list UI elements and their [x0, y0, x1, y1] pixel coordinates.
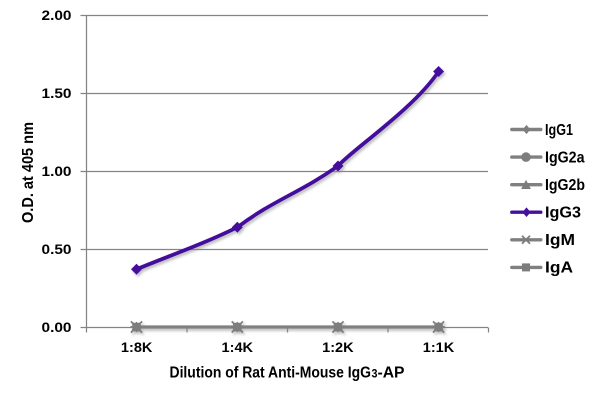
- svg-text:IgG1: IgG1: [545, 122, 573, 139]
- svg-text:IgA: IgA: [545, 260, 573, 277]
- svg-text:3: 3: [372, 367, 378, 381]
- svg-text:1:1K: 1:1K: [423, 339, 455, 355]
- svg-text:1:8K: 1:8K: [121, 339, 153, 355]
- svg-text:IgG3: IgG3: [545, 205, 581, 222]
- svg-text:2.00: 2.00: [42, 7, 72, 23]
- svg-text:-AP: -AP: [378, 365, 405, 382]
- svg-text:IgG2a: IgG2a: [545, 149, 585, 166]
- svg-text:1.00: 1.00: [42, 163, 72, 179]
- svg-text:IgM: IgM: [545, 232, 575, 249]
- svg-text:Dilution of Rat Anti-Mouse IgG: Dilution of Rat Anti-Mouse IgG: [170, 365, 372, 382]
- svg-text:0.00: 0.00: [42, 319, 72, 335]
- svg-text:1.50: 1.50: [42, 85, 72, 101]
- svg-text:IgG2b: IgG2b: [545, 177, 585, 194]
- svg-text:1:2K: 1:2K: [322, 339, 354, 355]
- svg-text:1:4K: 1:4K: [222, 339, 254, 355]
- svg-text:O.D. at 405 nm: O.D. at 405 nm: [20, 122, 37, 223]
- svg-text:0.50: 0.50: [42, 241, 72, 257]
